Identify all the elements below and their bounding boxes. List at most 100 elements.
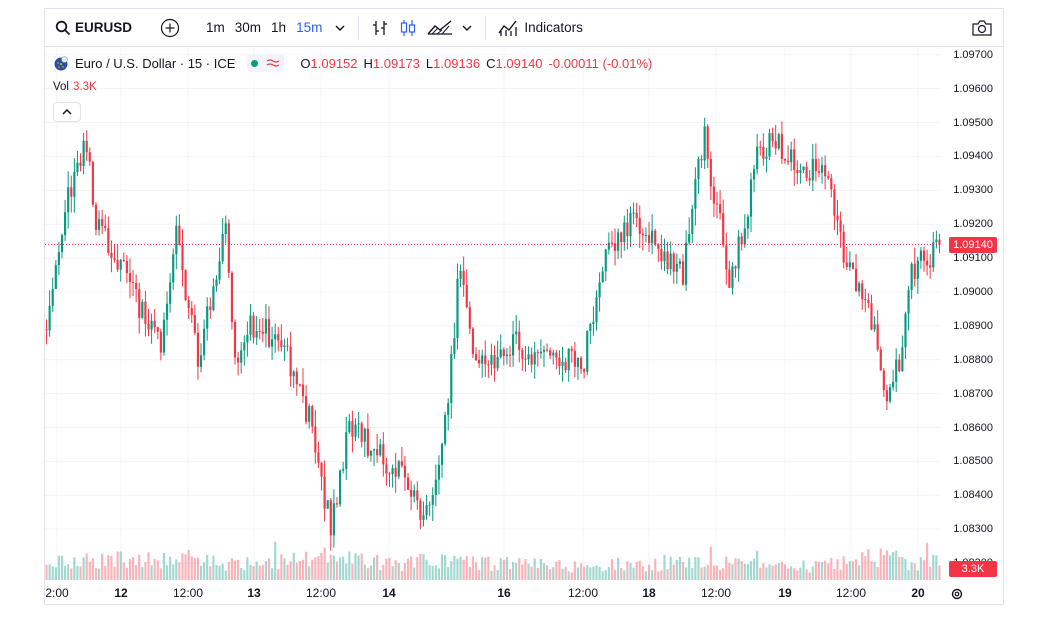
price-tick-label: 1.08400 bbox=[953, 489, 993, 502]
volume-bar bbox=[660, 570, 663, 580]
bar-style-button[interactable] bbox=[371, 9, 389, 47]
volume-bar bbox=[756, 550, 759, 580]
volume-bar bbox=[413, 567, 416, 580]
chart-type-dropdown-button[interactable] bbox=[461, 9, 473, 47]
volume-bar bbox=[181, 553, 184, 580]
volume-bar bbox=[827, 563, 830, 580]
volume-bar bbox=[425, 559, 428, 580]
candle-body bbox=[734, 266, 737, 269]
candle-body bbox=[116, 259, 119, 270]
candle-body bbox=[530, 354, 533, 365]
market-status-pill[interactable] bbox=[247, 54, 285, 72]
volume-bar bbox=[610, 559, 614, 580]
volume-bar bbox=[666, 569, 669, 580]
interval-15m[interactable]: 15m bbox=[296, 20, 323, 35]
volume-bar bbox=[104, 565, 107, 580]
interval-1m[interactable]: 1m bbox=[206, 20, 225, 35]
volume-bar bbox=[218, 565, 221, 580]
candle-body bbox=[246, 334, 249, 343]
candle-body bbox=[508, 354, 512, 356]
candle-body bbox=[292, 371, 295, 377]
volume-bar bbox=[817, 561, 821, 580]
volume-bar bbox=[376, 554, 379, 580]
volume-bar bbox=[88, 561, 91, 580]
price-chart[interactable] bbox=[45, 48, 1003, 604]
candle-body bbox=[125, 260, 128, 274]
volume-bar bbox=[641, 566, 644, 580]
volume-bar bbox=[258, 565, 261, 580]
candle-body bbox=[456, 278, 459, 339]
volume-bar bbox=[836, 559, 839, 580]
volume-bar bbox=[73, 557, 76, 580]
candle-body bbox=[938, 239, 941, 245]
candle-body bbox=[101, 219, 104, 226]
candle-body bbox=[749, 179, 753, 217]
area-style-button[interactable] bbox=[427, 9, 453, 47]
candle-body bbox=[462, 270, 465, 285]
volume-bar bbox=[141, 567, 144, 580]
volume-bar bbox=[360, 553, 363, 580]
candle-body bbox=[394, 467, 397, 477]
candle-body bbox=[172, 254, 175, 283]
interval-30m[interactable]: 30m bbox=[234, 20, 262, 35]
candles-style-button[interactable] bbox=[399, 9, 417, 47]
gear-icon[interactable] bbox=[950, 587, 964, 601]
volume-bar bbox=[169, 556, 172, 580]
candle-body bbox=[289, 346, 292, 377]
candle-body bbox=[271, 339, 274, 347]
interval-dropdown-button[interactable] bbox=[334, 9, 346, 47]
candle-body bbox=[484, 355, 487, 365]
indicators-button[interactable]: Indicators bbox=[498, 9, 583, 47]
volume-bars bbox=[45, 541, 941, 580]
candle-body bbox=[199, 355, 203, 367]
candle-body bbox=[561, 361, 564, 366]
volume-bar bbox=[749, 561, 753, 580]
candle-body bbox=[672, 253, 675, 272]
price-tick-label: 1.09300 bbox=[953, 184, 993, 197]
symbol-search-button[interactable]: EURUSD bbox=[55, 9, 132, 47]
interval-1h[interactable]: 1h bbox=[271, 20, 287, 35]
low-label: L bbox=[425, 55, 434, 71]
volume-bar bbox=[403, 563, 407, 580]
chevron-up-icon bbox=[62, 108, 72, 115]
volume-value-tag: 3.3K bbox=[949, 561, 997, 577]
volume-bar bbox=[505, 557, 508, 580]
last-price-tag: 1.09140 bbox=[949, 236, 997, 253]
volume-bar bbox=[363, 564, 366, 580]
candle-body bbox=[820, 165, 824, 173]
volume-bar bbox=[54, 567, 57, 580]
candle-body bbox=[97, 219, 101, 230]
candle-body bbox=[817, 171, 821, 173]
candle-body bbox=[249, 315, 252, 335]
volume-bar bbox=[533, 558, 536, 580]
candle-body bbox=[635, 212, 638, 218]
volume-bar bbox=[428, 564, 431, 580]
collapse-legend-button[interactable] bbox=[53, 102, 81, 122]
volume-bar bbox=[802, 560, 805, 580]
compare-symbol-button[interactable] bbox=[160, 9, 180, 47]
volume-bar bbox=[762, 563, 765, 580]
candle-body bbox=[725, 245, 728, 270]
volume-bar bbox=[737, 558, 740, 580]
candle-body bbox=[320, 462, 323, 477]
candle-body bbox=[165, 303, 169, 320]
volume-bar bbox=[135, 564, 138, 580]
volume-bar bbox=[579, 563, 583, 580]
volume-bar bbox=[274, 541, 277, 580]
volume-bar bbox=[681, 561, 685, 580]
volume-bar bbox=[342, 556, 345, 580]
candle-body bbox=[181, 245, 184, 271]
candle-body bbox=[876, 324, 879, 350]
price-tick-label: 1.08800 bbox=[953, 353, 993, 366]
chevron-down-icon bbox=[335, 25, 345, 31]
snapshot-button[interactable] bbox=[971, 17, 993, 39]
candle-body bbox=[490, 354, 493, 365]
volume-bar bbox=[456, 558, 459, 580]
candle-body bbox=[864, 299, 867, 301]
volume-bar bbox=[48, 564, 51, 580]
plus-circle-icon bbox=[160, 18, 180, 37]
volume-bar bbox=[320, 552, 323, 580]
candle-body bbox=[929, 265, 932, 268]
time-tick-label: 14 bbox=[382, 586, 396, 600]
candlestick-series bbox=[45, 117, 941, 551]
